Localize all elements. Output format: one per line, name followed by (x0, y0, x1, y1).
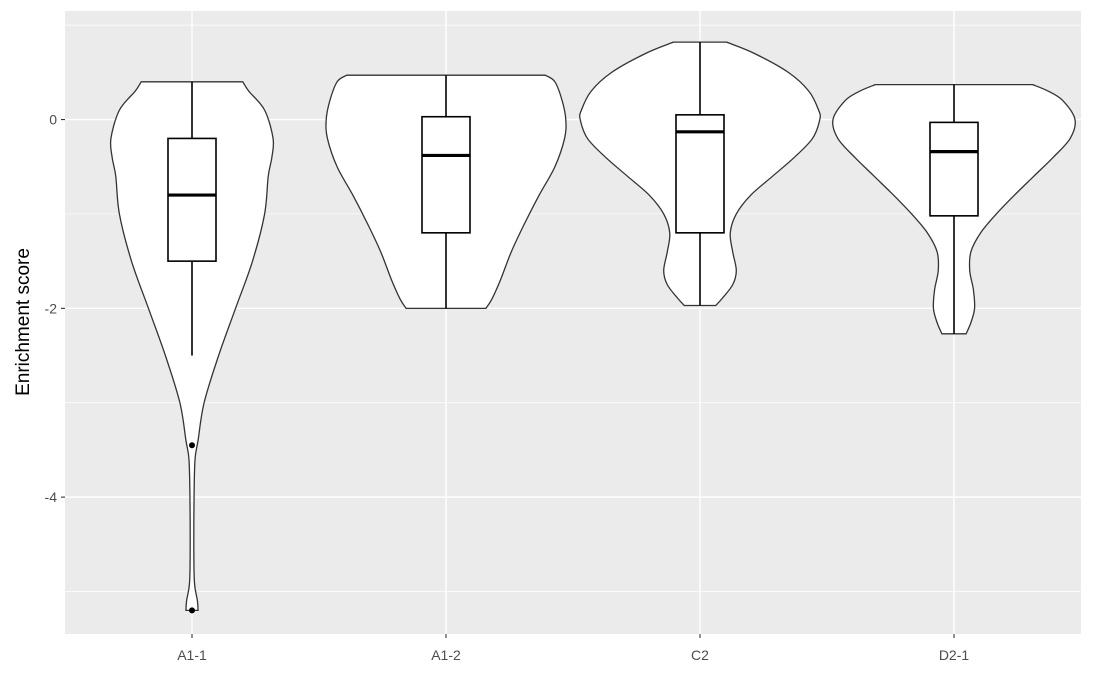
axis-ticks (61, 119, 955, 638)
tick-labels: 0 -2 -4 A1-1 A1-2 C2 D2-1 (45, 112, 970, 663)
y-tick-label: 0 (49, 112, 57, 128)
y-tick-label: -2 (45, 300, 58, 316)
x-tick-label: C2 (691, 647, 709, 663)
outlier-point (189, 607, 195, 614)
x-tick-label: A1-2 (431, 647, 461, 663)
y-axis-title: Enrichment score (13, 248, 34, 396)
boxplots (167, 42, 979, 356)
box-C2 (675, 114, 725, 234)
outlier-points (189, 442, 195, 614)
outlier-point (189, 442, 195, 449)
box-A1-2 (421, 115, 471, 234)
y-tick-label: -4 (45, 489, 58, 505)
x-tick-label: A1-1 (177, 647, 207, 663)
box-A1-1 (167, 137, 217, 262)
x-tick-label: D2-1 (939, 647, 970, 663)
box-D2-1 (929, 121, 979, 217)
